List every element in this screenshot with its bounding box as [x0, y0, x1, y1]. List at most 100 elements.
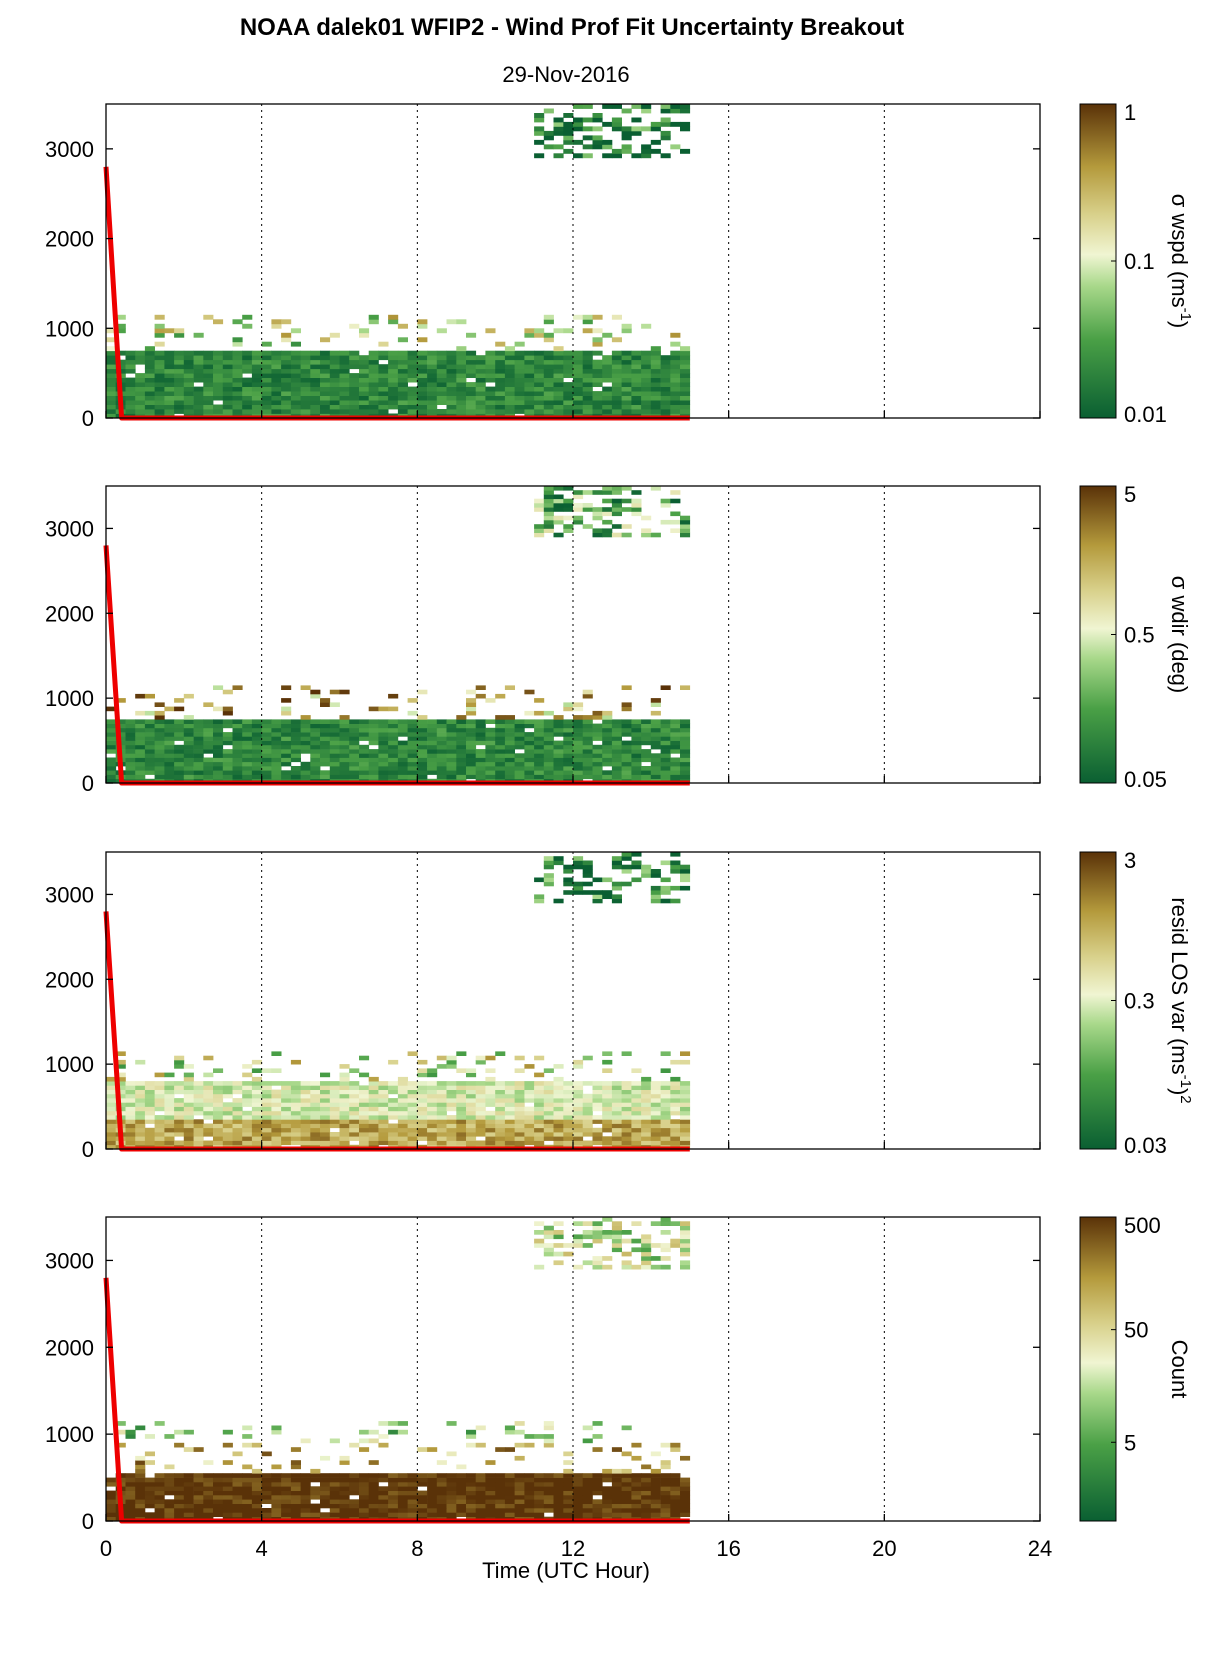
heatmap-cell [456, 1081, 467, 1086]
heatmap-cell [504, 749, 515, 754]
heatmap-cell [174, 1106, 185, 1112]
heatmap-cell [320, 1486, 331, 1491]
heatmap-cell [592, 490, 603, 495]
heatmap-cell [456, 359, 467, 365]
heatmap-cell [650, 732, 661, 737]
heatmap-cell [397, 382, 408, 387]
heatmap-cell [310, 732, 321, 737]
heatmap-cell [495, 350, 506, 356]
heatmap-cell [680, 391, 691, 396]
heatmap-cell [680, 409, 691, 414]
heatmap-cell [397, 774, 408, 780]
heatmap-cell [660, 719, 671, 724]
heatmap-cell [397, 1089, 408, 1095]
heatmap-cell [670, 723, 681, 729]
heatmap-cell [466, 698, 477, 703]
heatmap-cell [154, 368, 165, 374]
heatmap-cell [397, 1473, 408, 1478]
heatmap-cell [242, 355, 253, 361]
heatmap-cell [611, 153, 622, 159]
heatmap-cell [504, 1503, 515, 1509]
heatmap-cell [281, 1085, 292, 1090]
heatmap-cell [504, 744, 515, 750]
heatmap-cell [271, 400, 282, 405]
heatmap-cell [232, 719, 243, 724]
heatmap-cell [193, 761, 204, 767]
heatmap-cell [621, 1251, 632, 1257]
heatmap-cell [222, 1429, 233, 1435]
heatmap-cell [582, 1512, 593, 1517]
heatmap-cell [349, 1442, 360, 1448]
heatmap-cell [524, 1442, 535, 1448]
heatmap-cell [680, 346, 691, 352]
heatmap-cell [174, 359, 185, 365]
heatmap-cell [388, 1102, 399, 1107]
heatmap-cell [115, 1093, 126, 1099]
heatmap-cell [514, 757, 525, 763]
heatmap-cell [466, 373, 477, 378]
heatmap-cell [271, 1089, 282, 1095]
heatmap-cell [563, 1081, 574, 1086]
heatmap-cell [310, 723, 321, 729]
heatmap-cell [251, 1442, 262, 1448]
heatmap-cell [427, 1093, 438, 1099]
heatmap-cell [164, 382, 175, 387]
heatmap-cell [592, 1132, 603, 1137]
heatmap-cell [563, 328, 574, 334]
heatmap-cell [573, 126, 584, 132]
heatmap-cell [251, 740, 262, 746]
heatmap-cell [446, 1093, 457, 1099]
heatmap-cell [514, 1473, 525, 1478]
heatmap-cell [446, 1102, 457, 1107]
heatmap-cell [368, 1132, 379, 1137]
heatmap-cell [397, 350, 408, 356]
heatmap-cell [543, 528, 554, 533]
heatmap-cell [680, 1132, 691, 1137]
heatmap-cell [514, 719, 525, 724]
heatmap-cell [680, 1260, 691, 1266]
heatmap-cell [436, 766, 447, 771]
heatmap-cell [436, 1508, 447, 1513]
heatmap-cell [300, 770, 311, 775]
heatmap-cell [660, 1136, 671, 1141]
heatmap-cell [164, 1123, 175, 1129]
heatmap-cell [611, 368, 622, 374]
heatmap-cell [242, 1499, 253, 1504]
heatmap-cell [466, 1085, 477, 1090]
heatmap-cell [320, 1481, 331, 1487]
heatmap-cell [320, 1123, 331, 1129]
heatmap-cell [261, 1136, 272, 1141]
heatmap-cell [144, 1102, 155, 1107]
heatmap-cell [495, 740, 506, 746]
heatmap-cell [407, 409, 418, 414]
heatmap-cell [631, 386, 642, 392]
heatmap-cell [349, 1115, 360, 1120]
heatmap-cell [680, 382, 691, 387]
heatmap-cell [193, 1119, 204, 1124]
heatmap-cell [466, 404, 477, 410]
heatmap-cell [368, 350, 379, 356]
heatmap-cell [553, 377, 564, 383]
heatmap-cell [504, 1093, 515, 1099]
heatmap-cell [125, 400, 136, 405]
heatmap-cell [329, 689, 340, 695]
heatmap-cell [427, 404, 438, 410]
heatmap-cell [650, 1119, 661, 1124]
heatmap-cell [641, 1251, 652, 1257]
heatmap-cell [310, 404, 321, 410]
heatmap-cell [106, 1481, 117, 1487]
heatmap-cell [631, 153, 642, 159]
heatmap-cell [680, 373, 691, 378]
heatmap-cell [397, 1085, 408, 1090]
heatmap-cell [174, 1477, 185, 1483]
heatmap-cell [621, 1260, 632, 1266]
heatmap-cell [388, 368, 399, 374]
heatmap-cell [641, 368, 652, 374]
heatmap-cell [641, 1512, 652, 1517]
heatmap-cell [573, 744, 584, 750]
heatmap-cell [106, 736, 117, 741]
heatmap-cell [456, 1068, 467, 1073]
heatmap-cell [261, 766, 272, 771]
heatmap-cell [388, 314, 399, 320]
heatmap-cell [582, 355, 593, 361]
